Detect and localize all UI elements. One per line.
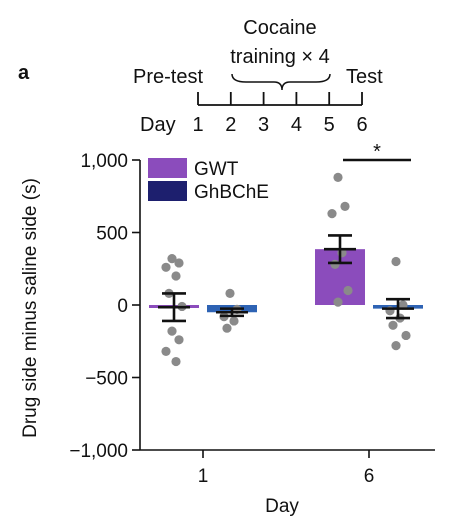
test-label: Test — [346, 66, 383, 88]
data-point — [333, 172, 343, 182]
timeline-day-label: 4 — [291, 114, 302, 136]
data-point — [222, 323, 232, 333]
bars — [149, 249, 423, 313]
timeline-day-label: 2 — [225, 114, 236, 136]
data-point — [167, 326, 177, 336]
error-bar — [216, 307, 248, 318]
day-prefix-label: Day — [140, 114, 176, 136]
error-bars — [158, 234, 414, 323]
panel-label: a — [18, 62, 30, 84]
x-tick-label: 6 — [364, 466, 375, 487]
timeline-schematic: Cocaine training × 4 Pre-test Test Day 1… — [133, 17, 383, 136]
timeline-day-label: 1 — [192, 114, 203, 136]
y-tick-label: 0 — [117, 296, 128, 317]
timeline-day-label: 3 — [258, 114, 269, 136]
legend-swatch-ghbche — [148, 181, 187, 201]
pretest-label: Pre-test — [133, 66, 203, 88]
legend-label-gwt: GWT — [194, 159, 239, 180]
data-point — [171, 356, 181, 367]
y-axis-title: Drug side minus saline side (s) — [20, 178, 41, 438]
data-point — [167, 254, 177, 264]
data-point — [391, 256, 401, 267]
y-tick-label: 1,000 — [80, 151, 128, 172]
data-point — [174, 258, 184, 268]
data-point — [171, 271, 181, 281]
y-axis: −1,000 −500 0 500 1,000 — [69, 151, 141, 462]
y-tick-label: 500 — [96, 224, 128, 245]
significance-star: * — [373, 141, 381, 163]
data-point — [398, 300, 408, 310]
training-label-line1: Cocaine — [243, 17, 316, 39]
data-point — [229, 316, 239, 326]
x-axis-title: Day — [265, 496, 299, 517]
data-point — [333, 297, 343, 307]
y-tick-label: −500 — [85, 369, 128, 390]
data-point — [161, 262, 171, 272]
data-point — [327, 209, 337, 219]
data-points — [161, 172, 411, 367]
data-point — [388, 320, 398, 330]
error-bar — [158, 292, 190, 323]
timeline-day-label: 5 — [324, 114, 335, 136]
data-point — [343, 285, 353, 296]
data-point — [391, 341, 401, 351]
legend: GWT GhBChE — [148, 158, 269, 203]
data-point — [330, 259, 340, 269]
error-bar — [382, 297, 414, 320]
data-point — [161, 346, 171, 356]
legend-swatch-gwt — [148, 158, 187, 178]
legend-label-ghbche: GhBChE — [194, 182, 269, 203]
error-bar — [324, 234, 356, 265]
training-brace — [231, 73, 331, 91]
y-tick-label: −1,000 — [69, 441, 128, 462]
timeline-day-label: 6 — [356, 114, 367, 136]
timeline-ticks — [197, 92, 363, 105]
data-point — [340, 201, 350, 211]
data-point — [174, 335, 184, 345]
x-tick-label: 1 — [198, 466, 209, 487]
data-point — [401, 330, 411, 341]
training-label-line2: training × 4 — [230, 46, 330, 68]
data-point — [225, 288, 235, 298]
